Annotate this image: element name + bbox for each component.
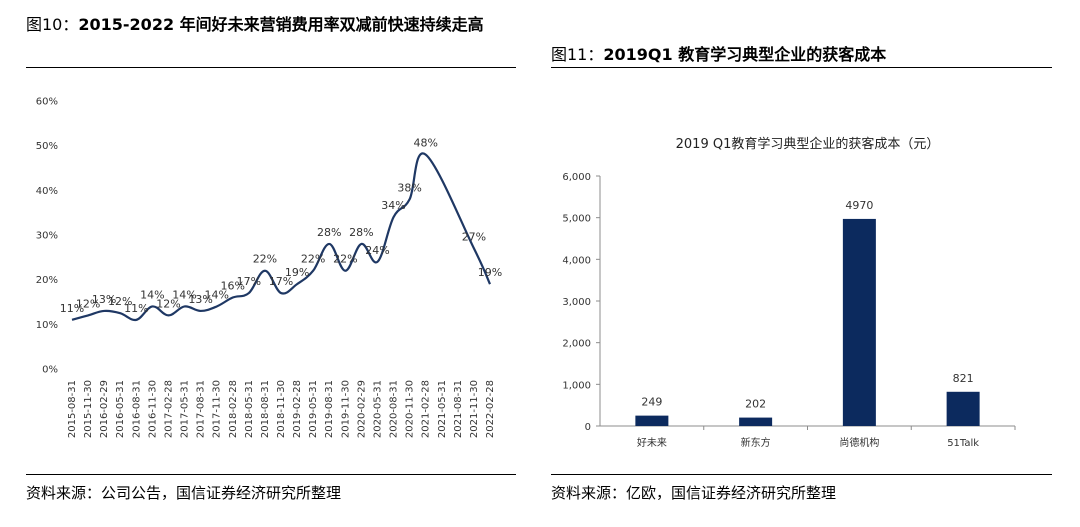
- bar: [946, 391, 980, 426]
- data-label: 22%: [253, 253, 277, 266]
- data-label: 11%: [60, 302, 84, 315]
- x-tick-label: 2020-08-31: [389, 380, 400, 438]
- figure-10-top-rule: [26, 67, 516, 68]
- x-tick-label: 2019-11-30: [340, 380, 351, 438]
- data-label: 34%: [381, 199, 405, 212]
- x-tick-label: 2015-11-30: [83, 380, 94, 438]
- bar: [842, 218, 876, 426]
- y-tick-label: 0: [585, 422, 591, 433]
- x-tick-label: 2020-11-30: [405, 380, 416, 438]
- data-label: 22%: [333, 253, 357, 266]
- y-tick-label: 5,000: [562, 214, 591, 225]
- data-label: 17%: [237, 275, 261, 288]
- x-tick-label: 2021-11-30: [469, 380, 480, 438]
- data-label: 12%: [76, 297, 100, 310]
- x-tick-label: 2022-02-28: [485, 380, 496, 438]
- y-tick-label: 60%: [36, 97, 58, 108]
- data-label: 28%: [349, 226, 373, 239]
- figure-10-heading: 2015-2022 年间好未来营销费用率双减前快速持续走高: [78, 15, 484, 34]
- y-tick-label: 30%: [36, 231, 58, 242]
- chart-title: 2019 Q1教育学习典型企业的获客成本（元）: [676, 136, 940, 152]
- y-tick-label: 4,000: [562, 255, 591, 266]
- y-tick-label: 2,000: [562, 339, 591, 350]
- figure-10-source: 资料来源：公司公告，国信证券经济研究所整理: [26, 484, 342, 502]
- figure-10-label: 图10：: [26, 15, 79, 34]
- bar-value-label: 4970: [845, 199, 873, 212]
- data-label: 19%: [285, 266, 309, 279]
- data-label: 12%: [108, 295, 132, 308]
- data-label: 17%: [269, 275, 293, 288]
- figure-11-source: 资料来源：亿欧，国信证券经济研究所整理: [551, 484, 837, 502]
- bar: [635, 415, 669, 426]
- figure-10-title: 图10：2015-2022 年间好未来营销费用率双减前快速持续走高: [26, 14, 521, 36]
- data-label: 27%: [462, 230, 486, 243]
- figure-11-title: 图11：2019Q1 教育学习典型企业的获客成本: [551, 44, 1056, 66]
- x-tick-label: 2017-02-28: [163, 380, 174, 438]
- y-tick-label: 3,000: [562, 297, 591, 308]
- data-label: 13%: [188, 293, 212, 306]
- x-tick-label: 2018-11-30: [276, 380, 287, 438]
- figure-10-bottom-rule: [26, 474, 516, 475]
- x-tick-label: 2017-11-30: [212, 380, 223, 438]
- bar-value-label: 249: [641, 396, 662, 409]
- x-tick-label: 2021-05-31: [437, 380, 448, 438]
- data-label: 16%: [221, 280, 245, 293]
- category-label: 新东方: [741, 436, 771, 449]
- data-label: 11%: [124, 302, 148, 315]
- x-tick-label: 2018-05-31: [244, 380, 255, 438]
- x-tick-label: 2021-02-28: [421, 380, 432, 438]
- x-tick-label: 2018-02-28: [228, 380, 239, 438]
- data-label: 22%: [301, 253, 325, 266]
- data-label: 14%: [172, 288, 196, 301]
- y-tick-label: 6,000: [562, 172, 591, 183]
- y-tick-label: 50%: [36, 141, 58, 152]
- x-tick-label: 2016-02-29: [99, 380, 110, 438]
- data-label: 38%: [397, 181, 421, 194]
- data-label: 48%: [413, 137, 437, 150]
- figure-11-bottom-rule: [551, 474, 1052, 475]
- x-tick-label: 2016-11-30: [147, 380, 158, 438]
- data-label: 12%: [156, 297, 180, 310]
- data-label: 14%: [204, 288, 228, 301]
- x-tick-label: 2015-08-31: [67, 380, 78, 438]
- data-label: 28%: [317, 226, 341, 239]
- figure-11-top-rule: [551, 67, 1052, 68]
- x-tick-label: 2019-05-31: [308, 380, 319, 438]
- x-tick-label: 2021-08-31: [453, 380, 464, 438]
- x-tick-label: 2017-08-31: [196, 380, 207, 438]
- x-tick-label: 2016-05-31: [115, 380, 126, 438]
- data-label: 24%: [365, 244, 389, 257]
- bar: [739, 417, 773, 426]
- y-tick-label: 0%: [42, 365, 58, 376]
- bar-value-label: 821: [953, 372, 974, 385]
- y-tick-label: 20%: [36, 275, 58, 286]
- y-tick-label: 10%: [36, 320, 58, 331]
- x-tick-label: 2020-02-29: [356, 380, 367, 438]
- figure-11-label: 图11：: [551, 45, 604, 64]
- bar-value-label: 202: [745, 398, 766, 411]
- x-tick-label: 2020-05-31: [372, 380, 383, 438]
- x-tick-label: 2018-08-31: [260, 380, 271, 438]
- x-tick-label: 2019-08-31: [324, 380, 335, 438]
- figure-11-heading: 2019Q1 教育学习典型企业的获客成本: [603, 45, 887, 64]
- x-tick-label: 2016-08-31: [131, 380, 142, 438]
- y-tick-label: 1,000: [562, 380, 591, 391]
- x-tick-label: 2017-05-31: [180, 380, 191, 438]
- data-label: 13%: [92, 293, 116, 306]
- category-label: 尚德机构: [839, 436, 879, 449]
- category-label: 51Talk: [947, 438, 979, 449]
- data-label: 14%: [140, 288, 164, 301]
- data-label: 19%: [478, 266, 502, 279]
- x-tick-label: 2019-02-28: [292, 380, 303, 438]
- y-tick-label: 40%: [36, 186, 58, 197]
- category-label: 好未来: [637, 437, 667, 449]
